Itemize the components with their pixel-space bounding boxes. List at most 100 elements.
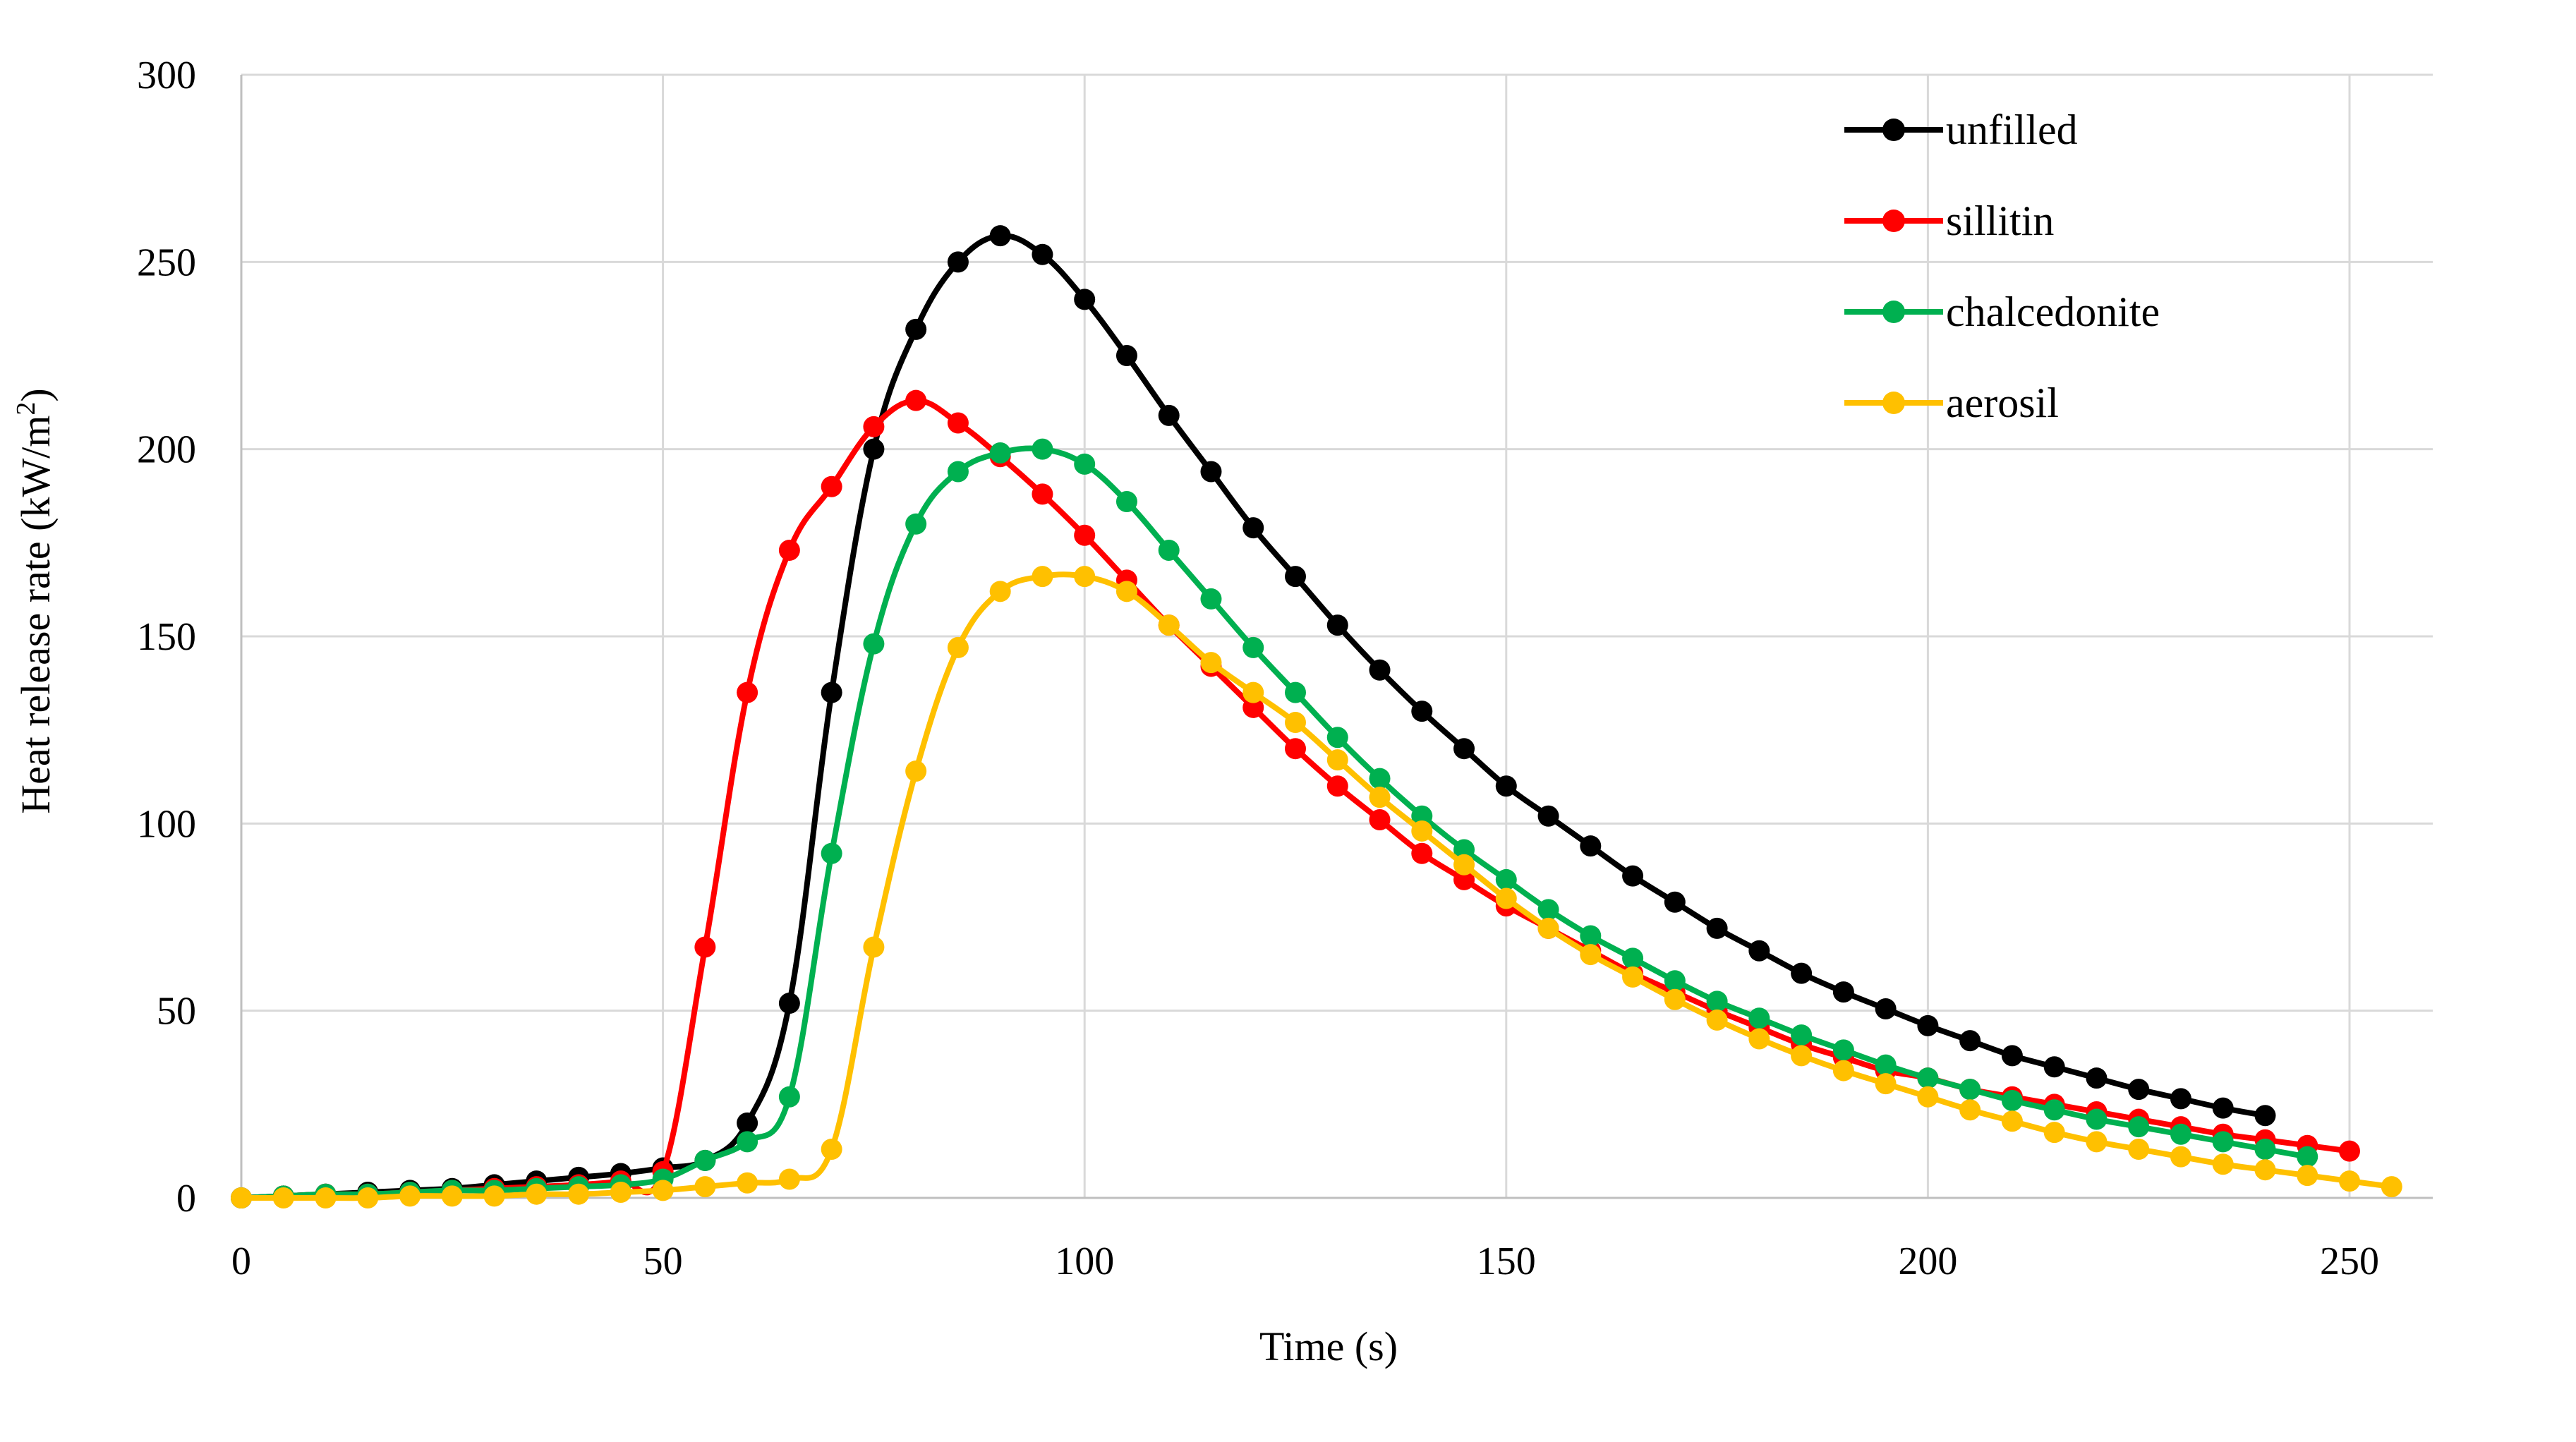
data-point-chalcedonite: [821, 842, 842, 864]
data-point-unfilled: [1369, 659, 1391, 681]
data-point-aerosil: [441, 1185, 463, 1207]
data-point-aerosil: [1369, 787, 1391, 808]
data-point-unfilled: [1706, 917, 1728, 939]
y-tick-label: 200: [137, 428, 196, 472]
data-point-aerosil: [1158, 614, 1180, 636]
data-point-chalcedonite: [2254, 1139, 2276, 1161]
data-point-chalcedonite: [947, 461, 969, 483]
y-tick-label: 250: [137, 241, 196, 284]
x-tick-label: 150: [1477, 1240, 1536, 1283]
data-point-aerosil: [1580, 944, 1602, 966]
x-tick-label: 100: [1055, 1240, 1114, 1283]
data-point-aerosil: [778, 1168, 800, 1190]
data-point-chalcedonite: [1917, 1067, 1939, 1089]
data-point-unfilled: [2001, 1045, 2023, 1067]
data-point-chalcedonite: [1115, 490, 1137, 512]
data-point-unfilled: [2043, 1056, 2065, 1078]
x-axis-title: Time (s): [1259, 1323, 1398, 1369]
data-point-aerosil: [2254, 1159, 2276, 1181]
data-point-sillitin: [1074, 524, 1096, 546]
data-point-unfilled: [1917, 1014, 1939, 1036]
data-point-unfilled: [1453, 738, 1475, 760]
data-point-unfilled: [2254, 1105, 2276, 1127]
legend-swatch-marker: [1882, 392, 1905, 414]
data-point-chalcedonite: [2001, 1090, 2023, 1112]
data-point-aerosil: [821, 1139, 842, 1161]
data-point-unfilled: [947, 251, 969, 273]
data-point-sillitin: [905, 389, 927, 411]
data-point-chalcedonite: [1453, 839, 1475, 861]
data-point-chalcedonite: [1622, 947, 1644, 969]
data-point-unfilled: [2170, 1088, 2191, 1110]
data-point-aerosil: [1285, 712, 1306, 734]
tick-labels: 0 50 100 150 200 250 300 0 50 100 150 200 250: [137, 54, 2379, 1283]
gridlines: [241, 73, 2433, 1198]
data-point-aerosil: [737, 1172, 758, 1194]
data-point-sillitin: [694, 936, 716, 958]
data-point-unfilled: [989, 225, 1011, 247]
legend-label: chalcedonite: [1946, 289, 2160, 335]
data-point-aerosil: [1748, 1028, 1770, 1050]
data-point-aerosil: [315, 1187, 337, 1208]
data-point-aerosil: [1411, 820, 1433, 842]
data-point-unfilled: [1242, 517, 1264, 539]
data-point-chalcedonite: [2212, 1131, 2234, 1153]
data-point-unfilled: [1664, 891, 1686, 913]
data-point-aerosil: [1832, 1060, 1854, 1082]
data-point-chalcedonite: [1326, 727, 1348, 749]
data-point-sillitin: [1242, 696, 1264, 718]
data-point-aerosil: [694, 1176, 716, 1198]
data-point-aerosil: [905, 761, 927, 782]
data-point-unfilled: [1285, 566, 1306, 588]
data-point-chalcedonite: [694, 1149, 716, 1171]
data-point-aerosil: [1917, 1086, 1939, 1108]
legend-swatch-marker: [1882, 301, 1905, 323]
data-point-chalcedonite: [2297, 1146, 2318, 1168]
legend-item-aerosil[interactable]: aerosil: [1844, 380, 2059, 426]
data-point-aerosil: [1875, 1073, 1897, 1095]
data-point-aerosil: [1326, 749, 1348, 771]
data-point-unfilled: [821, 681, 842, 703]
data-point-chalcedonite: [1158, 539, 1180, 561]
data-point-aerosil: [2297, 1165, 2318, 1187]
data-point-chalcedonite: [1832, 1039, 1854, 1061]
axes: [240, 75, 2433, 1199]
legend-item-chalcedonite[interactable]: chalcedonite: [1844, 289, 2160, 335]
data-point-chalcedonite: [905, 513, 927, 535]
data-point-aerosil: [947, 636, 969, 658]
y-axis-title: Heat release rate (kW/m2): [11, 388, 59, 814]
legend-item-sillitin[interactable]: sillitin: [1844, 198, 2054, 244]
data-point-aerosil: [1115, 581, 1137, 602]
data-point-unfilled: [1074, 289, 1096, 310]
data-point-chalcedonite: [1074, 453, 1096, 475]
data-point-unfilled: [1748, 940, 1770, 962]
y-tick-label: 50: [157, 990, 196, 1034]
data-point-unfilled: [778, 993, 800, 1014]
data-point-unfilled: [1832, 981, 1854, 1003]
data-point-aerosil: [526, 1183, 548, 1205]
data-point-aerosil: [1242, 681, 1264, 703]
x-tick-label: 250: [2320, 1240, 2379, 1283]
data-point-chalcedonite: [1959, 1079, 1981, 1101]
data-point-chalcedonite: [863, 633, 885, 655]
data-point-aerosil: [568, 1183, 590, 1205]
data-point-sillitin: [778, 539, 800, 561]
data-point-chalcedonite: [1411, 805, 1433, 827]
data-point-aerosil: [1074, 566, 1096, 588]
data-point-aerosil: [483, 1185, 505, 1207]
data-point-aerosil: [272, 1187, 294, 1208]
data-point-unfilled: [1495, 775, 1517, 797]
data-point-chalcedonite: [1369, 768, 1391, 789]
data-point-aerosil: [2043, 1122, 2065, 1144]
legend-swatch-marker: [1882, 119, 1905, 141]
data-point-chalcedonite: [778, 1086, 800, 1108]
data-point-aerosil: [1537, 917, 1559, 939]
data-point-aerosil: [1622, 966, 1644, 988]
data-point-unfilled: [905, 318, 927, 340]
legend-item-unfilled[interactable]: unfilled: [1844, 107, 2078, 153]
data-point-unfilled: [1032, 243, 1053, 265]
data-point-chalcedonite: [1748, 1007, 1770, 1029]
data-point-aerosil: [1706, 1009, 1728, 1031]
data-point-chalcedonite: [1200, 588, 1222, 610]
y-axis-title-suffix: ): [13, 388, 59, 401]
